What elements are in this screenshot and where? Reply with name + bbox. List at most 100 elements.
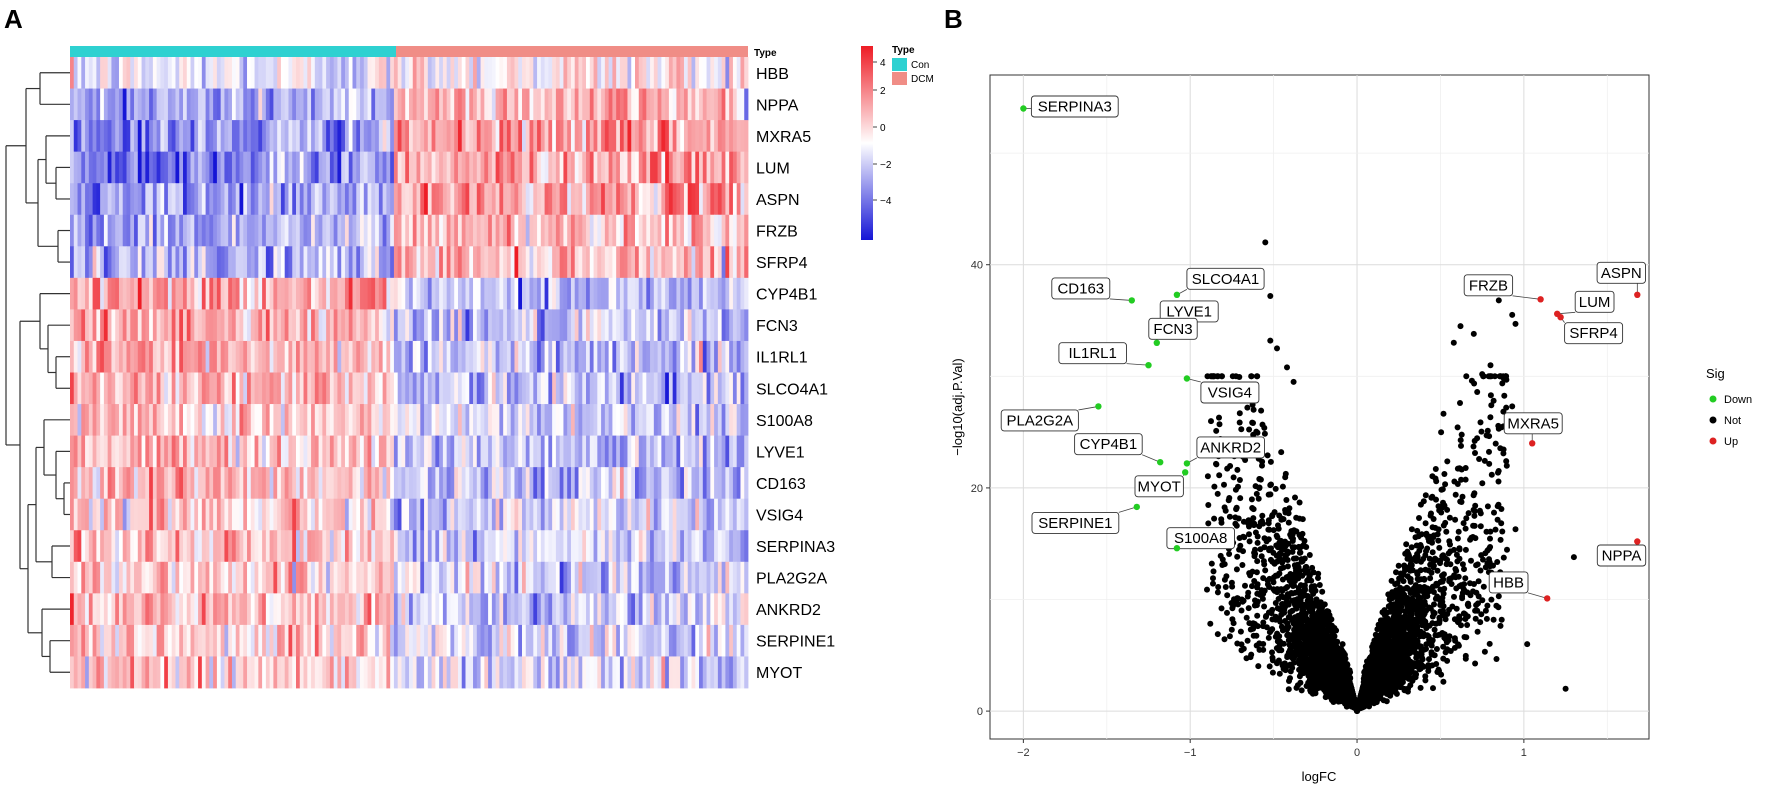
heatmap-cell bbox=[567, 467, 572, 500]
heatmap-cell bbox=[721, 656, 726, 689]
heatmap-cell bbox=[149, 498, 154, 531]
heatmap-cell bbox=[367, 561, 372, 594]
heatmap-cell bbox=[484, 183, 489, 216]
heatmap-cell bbox=[646, 183, 651, 216]
heatmap-cell bbox=[495, 624, 500, 657]
heatmap-cell bbox=[258, 561, 263, 594]
heatmap-cell bbox=[96, 57, 101, 89]
heatmap-cell bbox=[555, 593, 561, 626]
heatmap-cell bbox=[744, 530, 749, 563]
heatmap-cell bbox=[506, 183, 512, 216]
heatmap-cell bbox=[473, 120, 478, 153]
heatmap-cell bbox=[145, 183, 150, 216]
heatmap-cell bbox=[96, 120, 101, 153]
heatmap-cell bbox=[277, 309, 282, 342]
heatmap-cell bbox=[273, 372, 278, 405]
heatmap-cell bbox=[612, 435, 617, 468]
heatmap-cell bbox=[164, 57, 169, 89]
heatmap-cell bbox=[510, 120, 515, 153]
heatmap-cell bbox=[220, 277, 225, 310]
heatmap-cell bbox=[183, 151, 188, 184]
heatmap-cell bbox=[503, 340, 508, 373]
heatmap-cell bbox=[480, 151, 485, 184]
heatmap-cell bbox=[503, 372, 508, 405]
heatmap-cell bbox=[100, 309, 105, 342]
heatmap-cell bbox=[247, 372, 252, 405]
heatmap-cell bbox=[706, 183, 711, 216]
heatmap-cell bbox=[619, 593, 625, 626]
heatmap-cell bbox=[284, 151, 289, 184]
heatmap-cell bbox=[623, 656, 628, 689]
heatmap-cell bbox=[390, 246, 395, 279]
heatmap-cell bbox=[130, 309, 135, 342]
heatmap-cell bbox=[326, 435, 331, 468]
heatmap-cell bbox=[589, 467, 594, 500]
heatmap-cell bbox=[706, 435, 711, 468]
heatmap-cell bbox=[198, 277, 203, 310]
heatmap-cell bbox=[318, 214, 323, 247]
heatmap-cell bbox=[710, 183, 715, 216]
heatmap-cell bbox=[344, 277, 350, 310]
heatmap-cell bbox=[469, 561, 474, 594]
heatmap-cell bbox=[386, 656, 391, 689]
heatmap-cell bbox=[220, 593, 225, 626]
heatmap-cell bbox=[537, 372, 542, 405]
heatmap-cell bbox=[311, 88, 316, 121]
heatmap-cell bbox=[198, 467, 203, 500]
heatmap-cell bbox=[209, 277, 214, 310]
heatmap-cell bbox=[85, 57, 90, 89]
heatmap-cell bbox=[262, 435, 267, 468]
heatmap-cell bbox=[273, 530, 278, 563]
heatmap-cell bbox=[586, 530, 591, 563]
heatmap-cell bbox=[570, 340, 576, 373]
color-scale-tick-label: 2 bbox=[880, 86, 886, 97]
heatmap-cell bbox=[631, 530, 636, 563]
heatmap-cell bbox=[476, 309, 481, 342]
heatmap-cell bbox=[103, 277, 109, 310]
heatmap-cell bbox=[717, 530, 723, 563]
heatmap-cell bbox=[540, 530, 545, 563]
heatmap-cell bbox=[382, 340, 387, 373]
heatmap-cell bbox=[382, 624, 387, 657]
heatmap-cell bbox=[488, 593, 493, 626]
heatmap-cell bbox=[100, 340, 105, 373]
heatmap-cell bbox=[152, 57, 158, 89]
heatmap-cell bbox=[401, 530, 406, 563]
heatmap-cell bbox=[160, 340, 165, 373]
heatmap-cell bbox=[333, 467, 338, 500]
heatmap-cell bbox=[311, 561, 316, 594]
heatmap-cell bbox=[243, 467, 248, 500]
heatmap-cell bbox=[156, 561, 161, 594]
heatmap-cell bbox=[103, 498, 109, 531]
heatmap-cell bbox=[288, 561, 293, 594]
heatmap-cell bbox=[77, 151, 82, 184]
heatmap-cell bbox=[495, 277, 500, 310]
heatmap-cell bbox=[525, 498, 530, 531]
heatmap-cell bbox=[81, 183, 86, 216]
heatmap-cell bbox=[296, 404, 301, 436]
heatmap-cell bbox=[665, 277, 670, 310]
heatmap-cell bbox=[710, 404, 715, 436]
heatmap-cell bbox=[265, 214, 271, 247]
heatmap-cell bbox=[130, 624, 135, 657]
heatmap-cell bbox=[175, 309, 180, 342]
heatmap-cell bbox=[665, 530, 670, 563]
heatmap-cell bbox=[695, 372, 700, 405]
heatmap-cell bbox=[149, 656, 154, 689]
heatmap-cell bbox=[367, 151, 372, 184]
heatmap-cell bbox=[488, 57, 493, 89]
heatmap-cell bbox=[198, 624, 203, 657]
heatmap-cell bbox=[333, 404, 338, 436]
heatmap-cell bbox=[676, 88, 681, 121]
heatmap-cell bbox=[288, 246, 293, 279]
heatmap-cell bbox=[88, 88, 93, 121]
heatmap-cell bbox=[111, 214, 116, 247]
heatmap-cell bbox=[254, 435, 259, 468]
heatmap-cell bbox=[540, 214, 545, 247]
heatmap-cell bbox=[100, 151, 105, 184]
heatmap-cell bbox=[732, 246, 738, 279]
heatmap-cell bbox=[198, 498, 203, 531]
heatmap-cell bbox=[393, 214, 399, 247]
heatmap-cell bbox=[81, 214, 86, 247]
heatmap-cell bbox=[706, 309, 711, 342]
